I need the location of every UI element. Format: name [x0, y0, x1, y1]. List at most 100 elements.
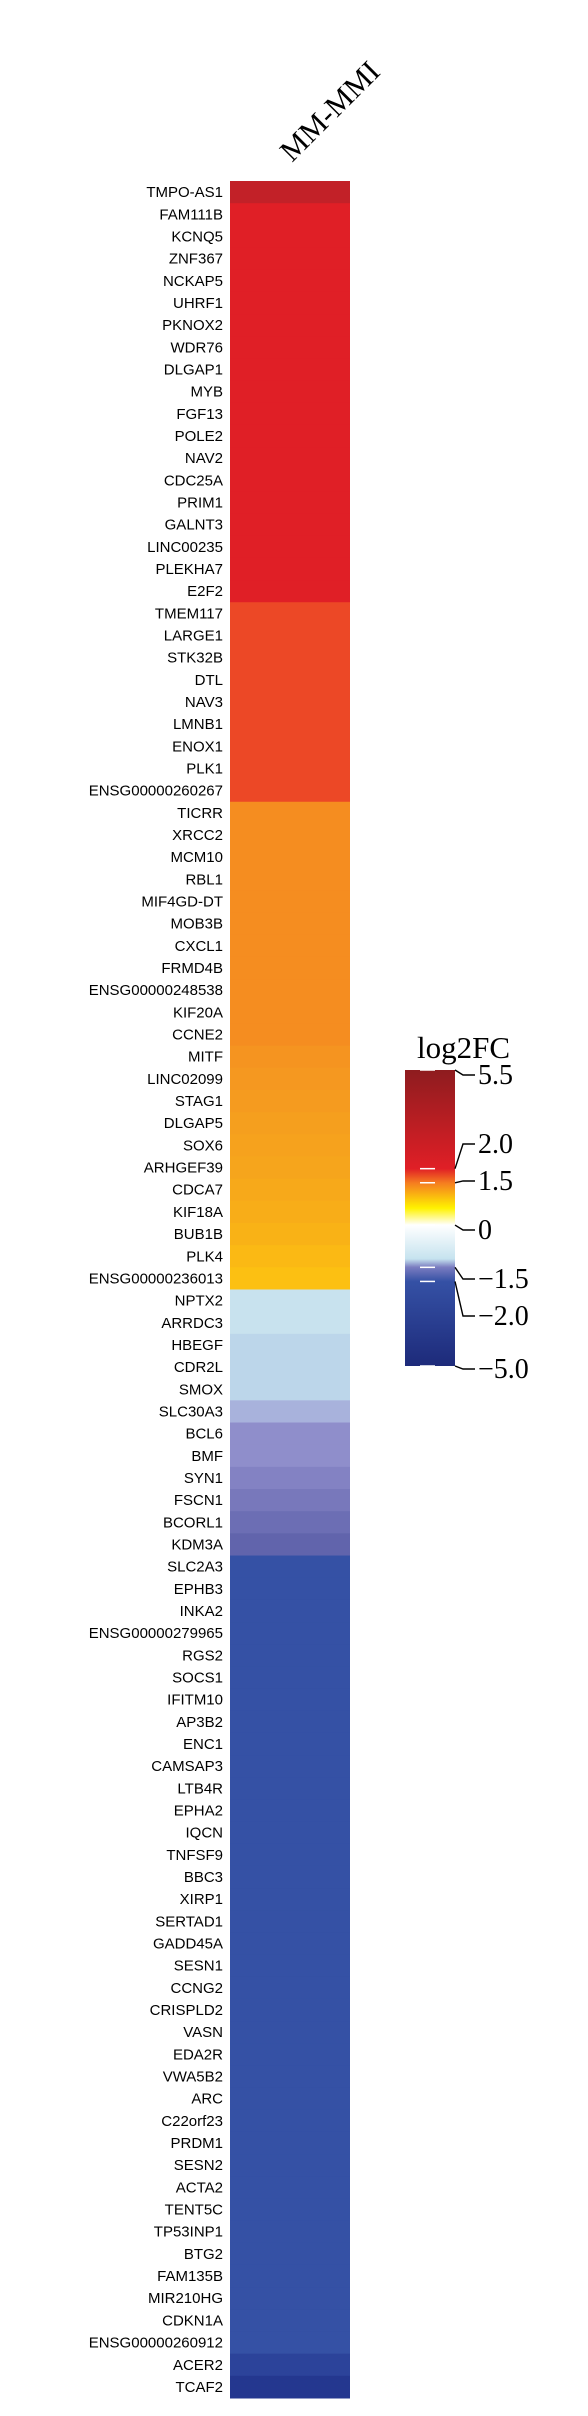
heatmap-cell: [230, 269, 350, 293]
heatmap-cell: [230, 1622, 350, 1645]
gene-label: DLGAP5: [164, 1115, 223, 1132]
heatmap-cell: [230, 1888, 350, 1911]
gene-label: KCNQ5: [171, 228, 223, 245]
heatmap-cell: [230, 580, 350, 603]
gene-label: CDCA7: [172, 1182, 223, 1199]
legend-tick-label: 0: [478, 1215, 492, 1246]
legend-leader-line: [454, 1281, 475, 1317]
gene-label: BCORL1: [163, 1514, 223, 1531]
heatmap-cell: [230, 846, 350, 869]
gene-label: XRCC2: [172, 827, 223, 844]
heatmap-cell: [230, 1777, 350, 1800]
gene-label: RGS2: [182, 1647, 223, 1664]
gene-label: CDKN1A: [162, 2312, 223, 2329]
legend-tick-label: −5.0: [478, 1354, 529, 1385]
heatmap-cell: [230, 1710, 350, 1734]
gene-label: MITF: [188, 1049, 223, 1066]
heatmap-cell: [230, 1466, 350, 1490]
heatmap-cell: [230, 358, 350, 382]
gene-label: MIF4GD-DT: [141, 894, 223, 911]
heatmap-cell: [230, 1023, 350, 1047]
heatmap-cell: [230, 1843, 350, 1867]
gene-label: PRIM1: [177, 494, 223, 511]
gene-label: BBC3: [184, 1869, 223, 1886]
heatmap-cell: [230, 2176, 350, 2199]
heatmap-cell: [230, 2087, 350, 2111]
gene-label: TMPO-AS1: [146, 184, 223, 201]
gene-label: SESN2: [174, 2157, 223, 2174]
gene-label: ENOX1: [172, 738, 223, 755]
heatmap-cell: [230, 2220, 350, 2244]
heatmap-cell: [230, 1112, 350, 1135]
gene-label: ENSG00000236013: [89, 1270, 223, 1287]
heatmap-cell: [230, 1998, 350, 2022]
heatmap-cell: [230, 1688, 350, 1712]
heatmap-cell: [230, 1422, 350, 1446]
gene-label: KIF18A: [173, 1204, 223, 1221]
gene-label: CXCL1: [175, 938, 223, 955]
heatmap-cell: [230, 1910, 350, 1933]
gene-label: TCAF2: [175, 2379, 223, 2396]
gene-label: ARHGEF39: [144, 1160, 223, 1177]
heatmap-cell: [230, 624, 350, 648]
gene-label: NPTX2: [175, 1293, 223, 1310]
gene-label: CDR2L: [174, 1359, 223, 1376]
heatmap-cell: [230, 1267, 350, 1290]
gene-label: ACTA2: [176, 2179, 223, 2196]
gene-label: UHRF1: [173, 295, 223, 312]
gene-label: FSCN1: [174, 1492, 223, 1509]
heatmap-cell: [230, 557, 350, 581]
heatmap-cell: [230, 1732, 350, 1756]
gene-label: CDC25A: [164, 472, 223, 489]
heatmap-cell: [230, 1245, 350, 1268]
gene-label: WDR76: [170, 339, 223, 356]
heatmap-cell: [230, 979, 350, 1002]
heatmap-cell: [230, 1178, 350, 1202]
gene-label: SMOX: [179, 1381, 223, 1398]
heatmap-cell: [230, 1200, 350, 1224]
gene-label: FRMD4B: [161, 960, 223, 977]
heatmap-cell: [230, 447, 350, 470]
gene-label: TENT5C: [165, 2202, 224, 2219]
heatmap-cell: [230, 735, 350, 758]
heatmap-cell: [230, 2331, 350, 2355]
gene-label: NCKAP5: [163, 273, 223, 290]
gene-label: NAV2: [185, 450, 223, 467]
heatmap-cell: [230, 668, 350, 692]
gene-label: TNFSF9: [166, 1847, 223, 1864]
gene-label: SYN1: [184, 1470, 223, 1487]
gene-label: CRISPLD2: [150, 2002, 223, 2019]
legend-leader-line: [454, 1069, 475, 1076]
heatmap-cell: [230, 314, 350, 337]
gene-label: IQCN: [186, 1825, 224, 1842]
column-label: MM-MMI: [274, 55, 387, 168]
heatmap-cell: [230, 1134, 350, 1157]
heatmap-cell: [230, 2043, 350, 2066]
heatmap-cell: [230, 469, 350, 492]
heatmap-cell: [230, 1865, 350, 1889]
heatmap-cell: [230, 823, 350, 847]
heatmap-cell: [230, 2375, 350, 2399]
heatmap-cell: [230, 2109, 350, 2133]
gene-label: FAM111B: [159, 206, 223, 223]
gene-label: EDA2R: [173, 2046, 223, 2063]
gene-label: POLE2: [175, 428, 223, 445]
heatmap-cell: [230, 2021, 350, 2044]
heatmap-cell: [230, 912, 350, 936]
heatmap-cell: [230, 1156, 350, 1180]
gene-label: LMNB1: [173, 716, 223, 733]
gene-label: ARC: [191, 2091, 223, 2108]
heatmap-cell: [230, 1378, 350, 1401]
legend-colorbar: [405, 1070, 455, 1366]
legend-tick-label: 2.0: [478, 1129, 513, 1160]
gene-label: AP3B2: [176, 1714, 223, 1731]
gene-label: MCM10: [170, 849, 223, 866]
gene-label: TMEM117: [155, 605, 223, 622]
legend-ticks: 5.5 2.0 1.5 0 −1.5 −2.0 −5.0: [420, 1060, 529, 1385]
heatmap-cell: [230, 1067, 350, 1091]
heatmap-cell: [230, 491, 350, 515]
heatmap-cell: [230, 1089, 350, 1113]
heatmap-cell: [230, 1001, 350, 1024]
heatmap-cell: [230, 2242, 350, 2266]
